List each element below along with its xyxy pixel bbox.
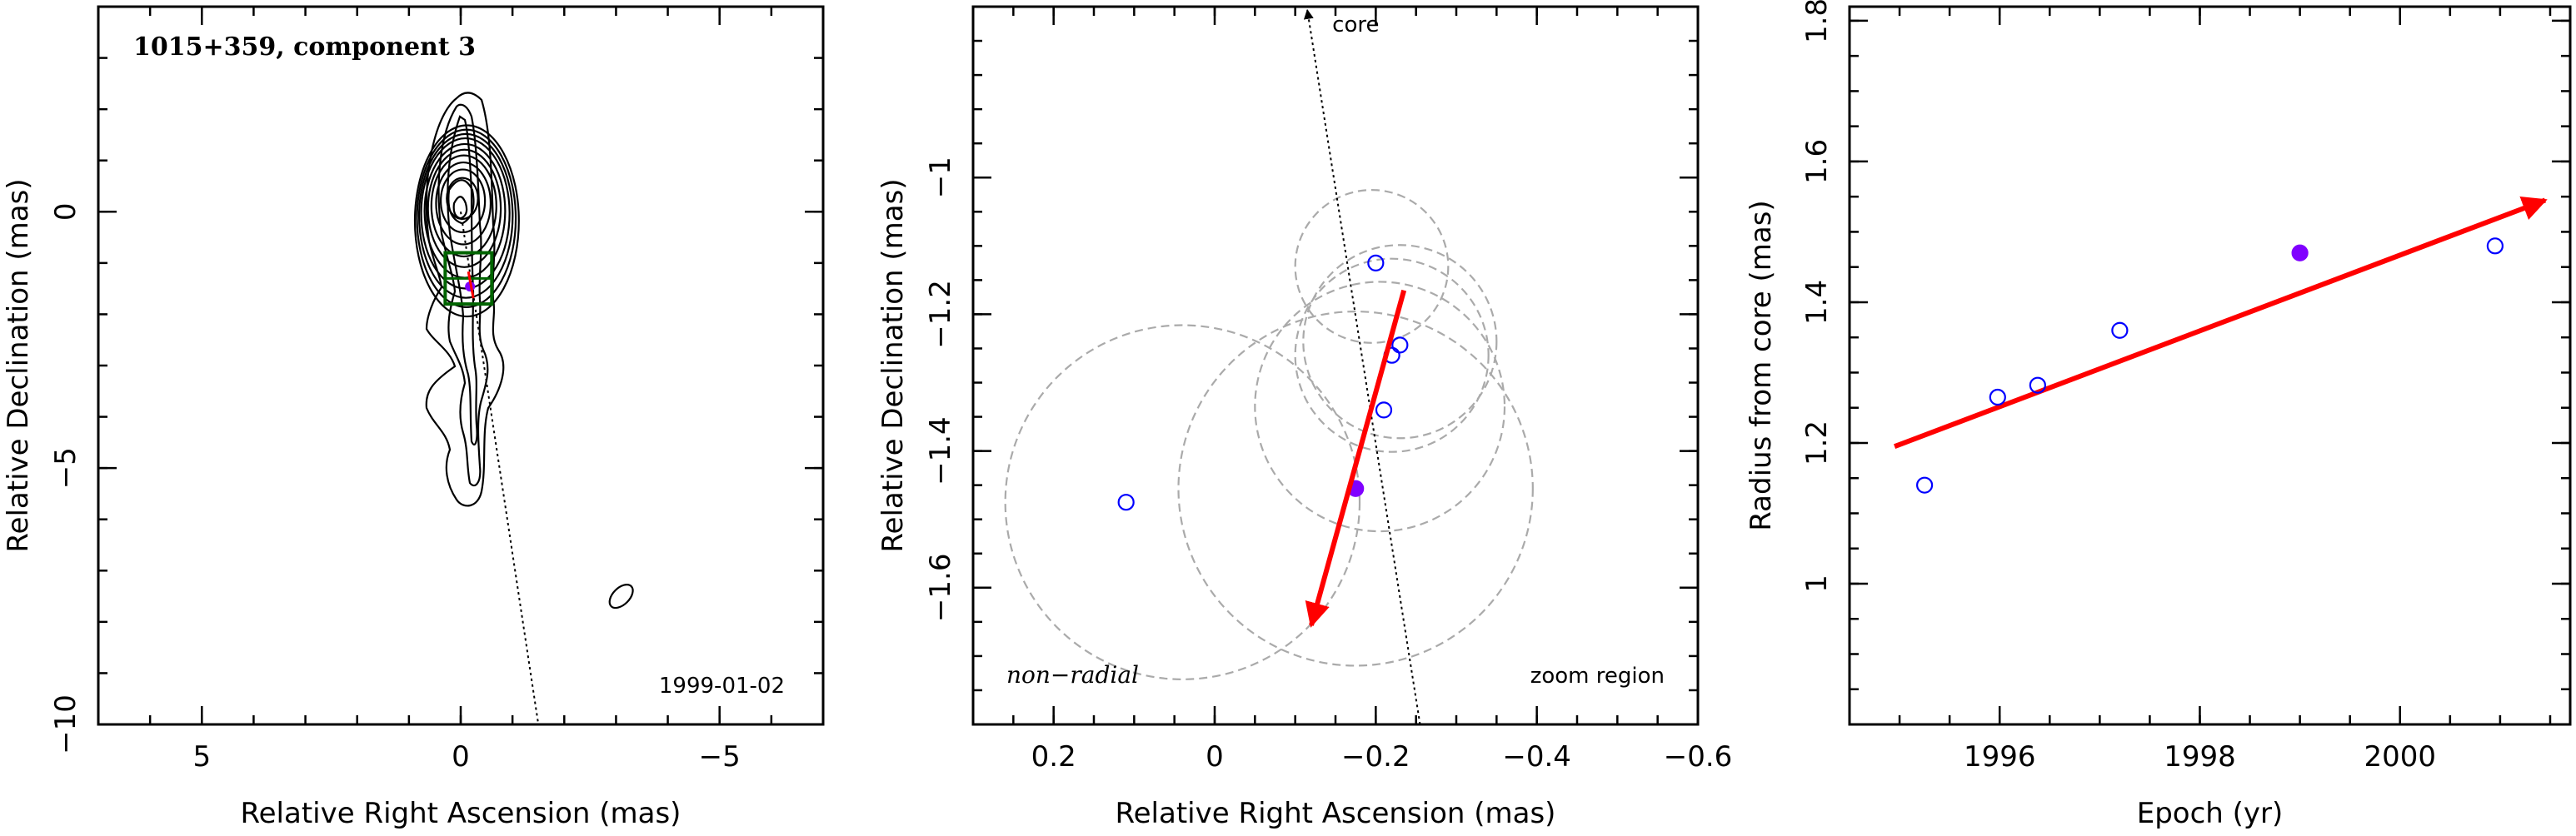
- y-tick-label: −1.4: [924, 416, 957, 485]
- x-tick-label: 0.2: [1031, 740, 1076, 774]
- epoch-date: 1999-01-02: [659, 674, 785, 699]
- x-axis-label: Relative Right Ascension (mas): [241, 797, 681, 830]
- non-radial-label: non−radial: [1006, 661, 1139, 689]
- component-motion-arrow: [467, 271, 475, 299]
- x-tick-label: 2000: [2364, 740, 2436, 774]
- uncertainty-circle: [1254, 281, 1506, 533]
- uncertainty-circle: [1294, 189, 1450, 344]
- data-point: [1989, 388, 2006, 406]
- x-tick-label: 5: [192, 740, 211, 774]
- beam-ellipse: [608, 584, 634, 610]
- data-point: [1391, 336, 1409, 354]
- contour-line: [447, 115, 478, 446]
- data-point: [1117, 494, 1135, 511]
- y-tick-label: 0: [49, 202, 82, 221]
- y-tick-label: 1.4: [1800, 280, 1834, 325]
- contour-line: [435, 161, 492, 246]
- panel-zoom-region: 0.2 0 −0.2 −0.4 −0.6 −1 −1.2 −1.4 −1.6 Relative R…: [876, 5, 1733, 830]
- y-tick-label: −1.2: [924, 280, 957, 349]
- x-tick-label: 0: [1206, 740, 1224, 774]
- uncertainty-circle: [1177, 311, 1534, 667]
- contour-line: [430, 154, 497, 258]
- y-tick-label: 1.2: [1800, 420, 1834, 465]
- y-axis-label: Relative Declination (mas): [876, 178, 910, 552]
- x-axis-label: Relative Right Ascension (mas): [1116, 797, 1556, 830]
- x-tick-label: 0: [452, 740, 470, 774]
- chart-title: 1015+359, component 3: [133, 32, 476, 62]
- contour-line: [427, 148, 502, 268]
- core-direction-line: [1303, 8, 1421, 725]
- x-tick-label: −0.6: [1664, 740, 1733, 774]
- uncertainty-circle: [1004, 324, 1361, 680]
- contour-line: [452, 196, 468, 220]
- y-tick-label: 1.6: [1800, 139, 1834, 184]
- x-tick-label: 1996: [1964, 740, 2036, 774]
- y-tick-label: 1.8: [1800, 0, 1834, 43]
- x-tick-label: 1998: [2164, 740, 2236, 774]
- panel-contour-map: 5 0 −5 0 −5 −10 Relative Right Ascension (mas)…: [2, 5, 825, 830]
- contour-line: [437, 103, 489, 487]
- y-axis-label: Radius from core (mas): [1745, 200, 1778, 530]
- plot-frame: [971, 5, 1700, 726]
- y-tick-label: 1: [1800, 575, 1834, 593]
- panel-radius-vs-epoch: 1996 1998 2000 1 1.2 1.4 1.6 1.8 Epoch (yr) Radiu…: [1745, 0, 2572, 830]
- contour-line: [439, 168, 487, 234]
- data-point: [2111, 321, 2129, 339]
- data-point: [2029, 376, 2046, 394]
- uncertainty-circle: [1302, 244, 1498, 440]
- contour-line: [425, 92, 505, 507]
- x-tick-label: −5: [699, 740, 741, 774]
- motion-arrow: [1305, 289, 1407, 628]
- x-tick-label: −0.4: [1502, 740, 1571, 774]
- x-tick-label: −0.2: [1341, 740, 1410, 774]
- y-axis-label: Relative Declination (mas): [2, 178, 35, 552]
- data-point-filled: [2291, 244, 2309, 261]
- data-point: [1375, 401, 1393, 419]
- core-label: core: [1332, 12, 1379, 37]
- x-axis-label: Epoch (yr): [2137, 797, 2284, 830]
- uncertainty-circle: [1294, 257, 1490, 453]
- contour-line: [420, 137, 511, 290]
- contour-line: [417, 132, 514, 299]
- y-tick-label: −1: [924, 157, 957, 198]
- contour-line: [447, 179, 475, 225]
- data-point: [2486, 237, 2504, 255]
- y-tick-label: −10: [49, 694, 82, 754]
- y-tick-label: −1.6: [924, 554, 957, 623]
- y-tick-label: −5: [49, 447, 82, 489]
- plot-frame: [1848, 5, 2572, 726]
- data-point: [1367, 254, 1385, 271]
- fit-arrow: [1893, 196, 2548, 449]
- data-point: [1916, 476, 1934, 494]
- zoom-region-label: zoom region: [1530, 664, 1665, 689]
- core-direction-line: [460, 211, 540, 725]
